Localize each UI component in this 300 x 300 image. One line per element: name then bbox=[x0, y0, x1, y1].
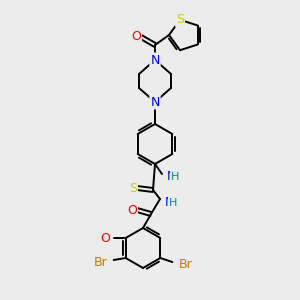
Text: S: S bbox=[129, 182, 137, 194]
Text: S: S bbox=[176, 13, 184, 26]
Text: Br: Br bbox=[94, 256, 108, 268]
Text: N: N bbox=[150, 95, 160, 109]
Text: Br: Br bbox=[178, 257, 192, 271]
Text: N: N bbox=[150, 53, 160, 67]
Text: N: N bbox=[165, 196, 174, 208]
Text: O: O bbox=[131, 31, 141, 44]
Text: H: H bbox=[171, 172, 179, 182]
Text: H: H bbox=[169, 198, 177, 208]
Text: N: N bbox=[167, 169, 176, 182]
Text: O: O bbox=[127, 203, 137, 217]
Text: O: O bbox=[101, 232, 111, 244]
